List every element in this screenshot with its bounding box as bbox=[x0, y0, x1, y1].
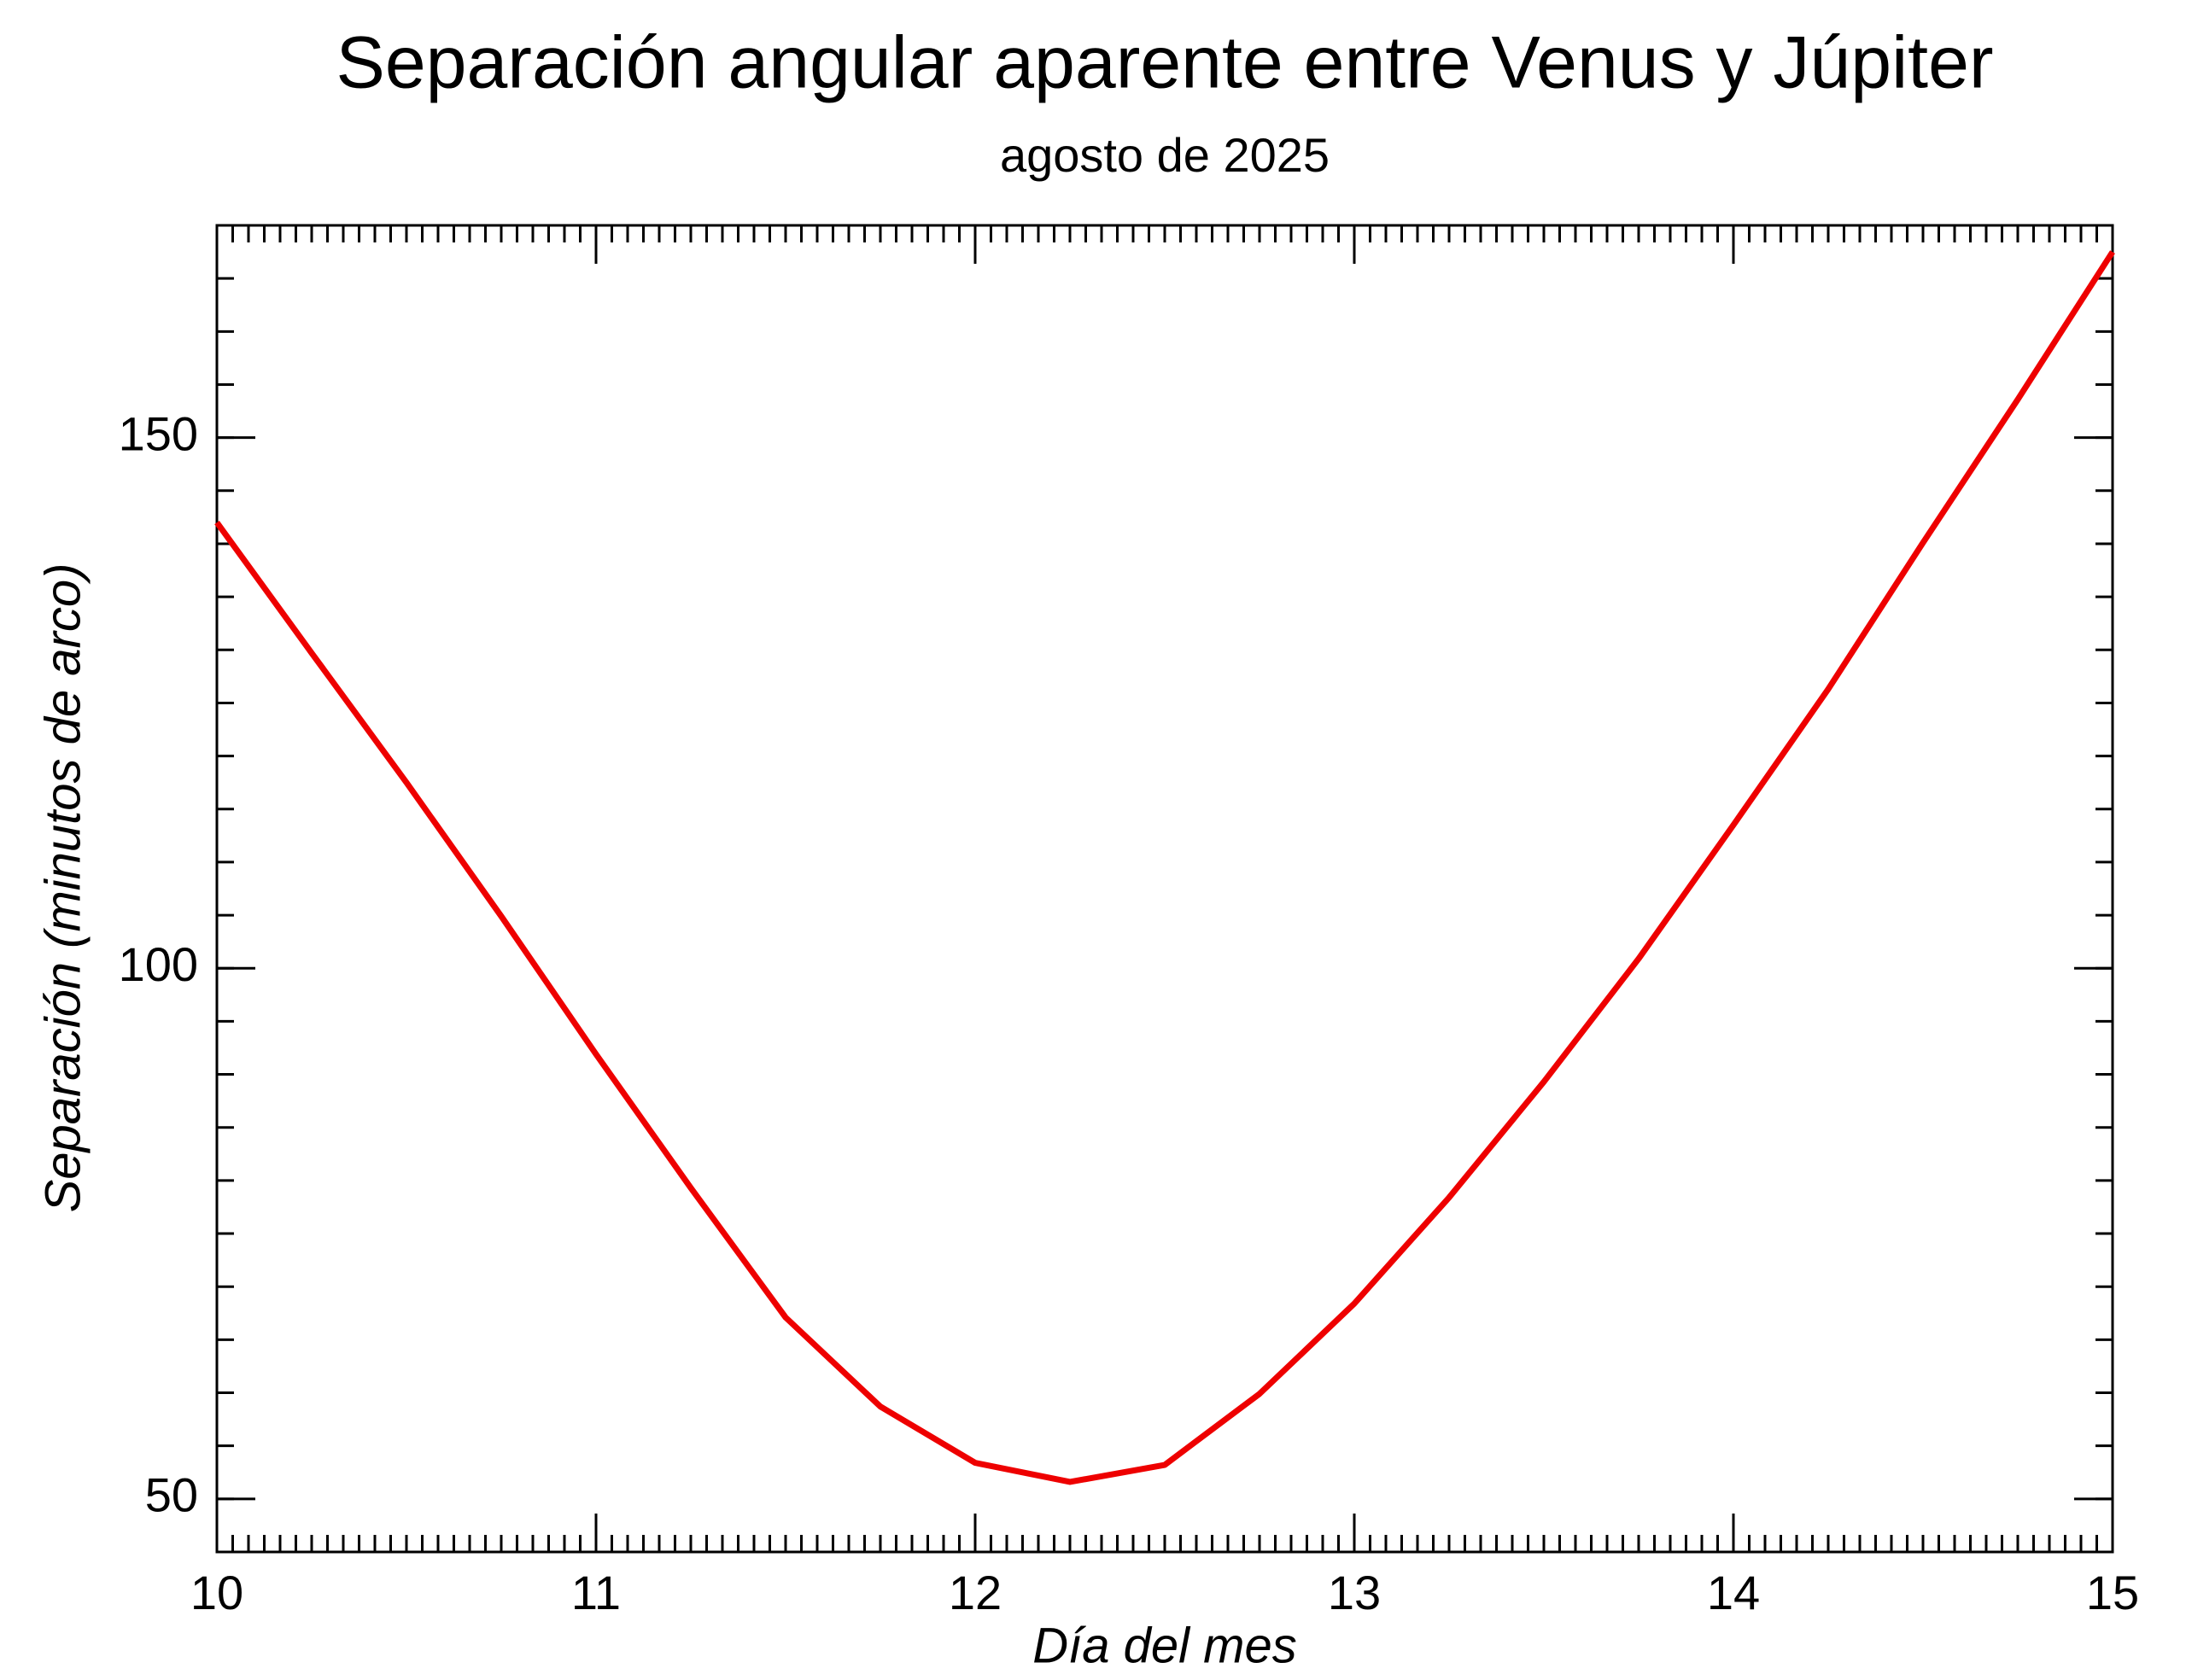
plot-frame bbox=[215, 224, 2114, 1554]
y-tick-label: 150 bbox=[119, 406, 198, 460]
y-axis-label: Separación (minutos de arco) bbox=[35, 563, 91, 1213]
x-tick-label: 13 bbox=[1328, 1566, 1381, 1619]
chart-subtitle: agosto de 2025 bbox=[1000, 128, 1330, 182]
y-tick-label: 100 bbox=[119, 937, 198, 991]
x-tick-label: 12 bbox=[949, 1566, 1002, 1619]
x-tick-label: 15 bbox=[2086, 1566, 2139, 1619]
x-tick-label: 11 bbox=[571, 1566, 621, 1619]
x-tick-label: 10 bbox=[190, 1566, 243, 1619]
x-tick-label: 14 bbox=[1707, 1566, 1760, 1619]
y-tick-label: 50 bbox=[145, 1468, 198, 1522]
x-axis-label: Día del mes bbox=[1032, 1618, 1296, 1673]
data-line bbox=[214, 250, 2115, 1485]
chart-title: Separación angular aparente entre Venus … bbox=[336, 22, 1993, 104]
